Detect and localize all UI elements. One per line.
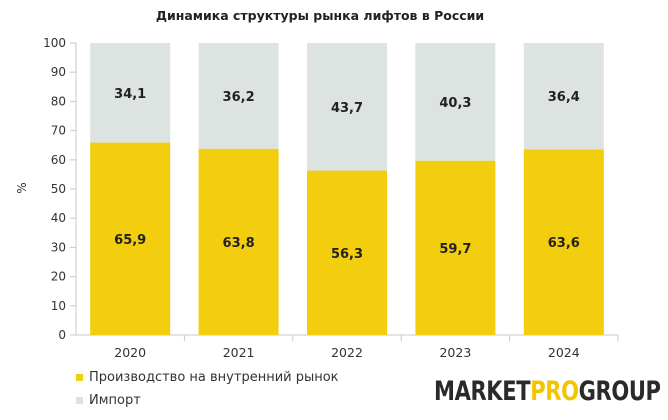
y-tick-label: 0	[58, 328, 66, 342]
y-tick-label: 90	[51, 65, 66, 79]
y-tick-label: 80	[51, 94, 66, 108]
y-tick-label: 20	[51, 270, 66, 284]
data-label: 56,3	[331, 247, 363, 262]
x-tick-label: 2024	[548, 345, 580, 360]
company-logo: MARKETPROGROUP	[434, 376, 661, 407]
data-label: 40,3	[439, 96, 471, 111]
y-axis-label: %	[15, 182, 29, 193]
legend-swatch-production	[76, 374, 83, 381]
y-tick-label: 30	[51, 240, 66, 254]
y-tick-label: 60	[51, 153, 66, 167]
bar-production-2021	[198, 148, 279, 335]
y-tick-label: 70	[51, 124, 66, 138]
legend-item-production: Производство на внутренний рынок	[76, 370, 339, 385]
legend-label-production: Производство на внутренний рынок	[89, 370, 339, 385]
bar-import-2022	[307, 43, 387, 171]
chart-title: Динамика структуры рынка лифтов в России	[156, 8, 484, 23]
y-tick-label: 50	[51, 182, 66, 196]
y-tick-label: 100	[43, 36, 66, 50]
data-label: 36,2	[223, 90, 255, 105]
bar-production-2024	[523, 149, 604, 335]
bar-production-2022	[307, 170, 387, 335]
logo-text-market: MARKET	[434, 376, 531, 407]
data-label: 43,7	[331, 101, 363, 116]
y-tick-label: 40	[51, 211, 66, 225]
x-tick-label: 2020	[114, 345, 146, 360]
data-label: 59,7	[439, 242, 471, 257]
data-label: 36,4	[548, 90, 580, 105]
legend-label-import: Импорт	[89, 393, 141, 408]
x-tick-label: 2021	[223, 345, 255, 360]
logo-text-pro: PRO	[530, 376, 579, 407]
data-label: 65,9	[114, 233, 146, 248]
bar-import-2024	[523, 43, 604, 150]
x-tick-label: 2022	[331, 345, 363, 360]
bar-production-2023	[415, 160, 496, 335]
logo-text-group: GROUP	[578, 376, 661, 407]
data-label: 34,1	[114, 87, 146, 102]
legend-swatch-import	[76, 397, 83, 404]
y-tick-label: 10	[51, 299, 66, 313]
data-label: 63,8	[223, 236, 255, 251]
bar-import-2021	[198, 43, 279, 149]
bar-production-2020	[90, 142, 171, 335]
x-tick-label: 2023	[439, 345, 471, 360]
data-label: 63,6	[548, 236, 580, 251]
bar-import-2020	[90, 43, 171, 143]
legend-item-import: Импорт	[76, 393, 141, 408]
bar-import-2023	[415, 43, 496, 161]
